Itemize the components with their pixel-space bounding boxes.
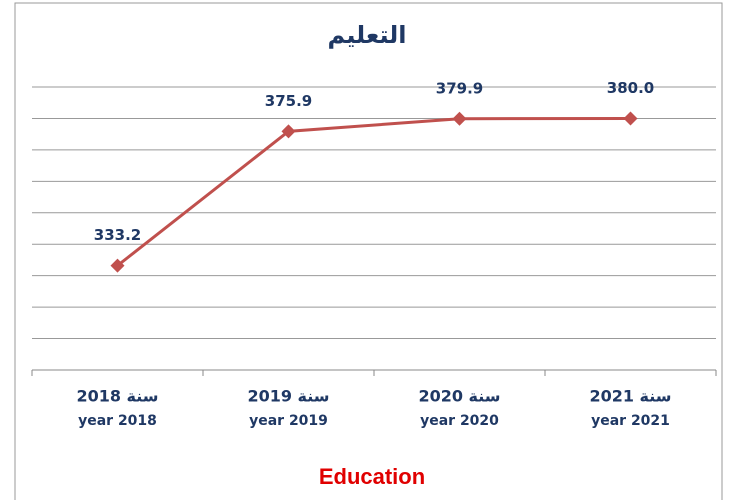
marker [110,258,125,273]
x-tick-label: year 2018 [78,413,157,429]
data-label: 333.2 [94,226,141,244]
chart-title: التعليم [328,21,407,49]
line [116,116,631,267]
data-label: 375.9 [265,92,312,110]
data-label: 380.0 [607,79,654,97]
marker [281,124,296,139]
marker [452,111,467,126]
x-tick-label: year 2021 [591,413,670,429]
chart-caption: Education [319,464,425,489]
data-label: 379.9 [436,79,483,97]
x-tick-label: سنة 2019 [247,387,329,406]
x-tick-label: سنة 2021 [589,387,671,406]
marker [623,111,638,126]
x-tick-label: سنة 2018 [76,387,158,406]
x-tick-label: سنة 2020 [418,387,500,406]
x-tick-label: year 2019 [249,413,328,429]
x-tick-label: year 2020 [420,413,499,429]
